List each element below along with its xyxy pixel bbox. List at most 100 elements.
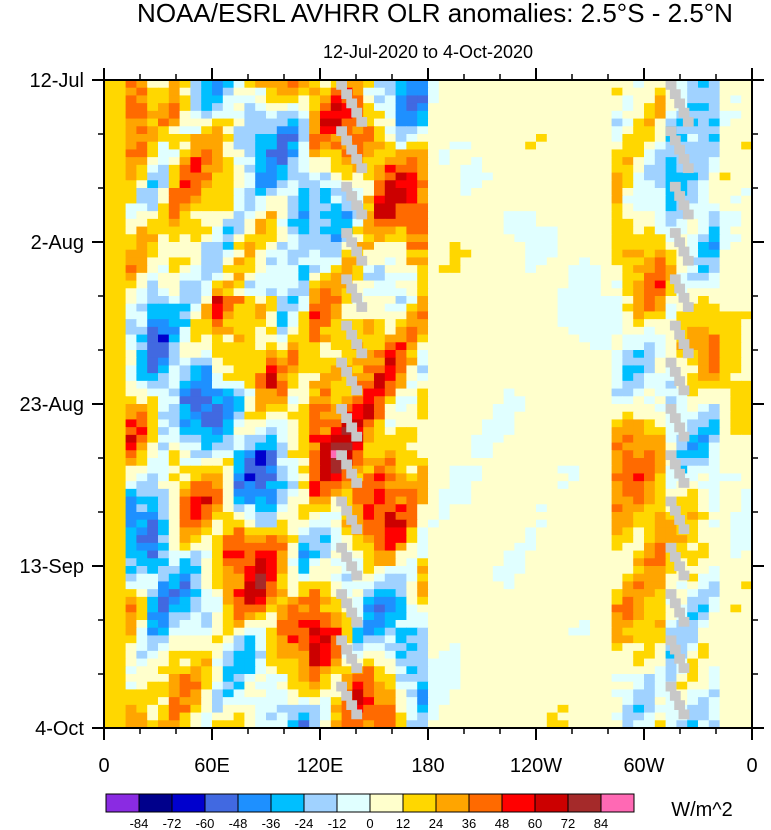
heatmap-cell: [687, 388, 699, 397]
heatmap-cell: [341, 357, 353, 367]
heatmap-cell: [590, 635, 602, 644]
heatmap-cell: [147, 504, 159, 513]
heatmap-cell: [125, 473, 137, 482]
heatmap-cell: [503, 357, 515, 367]
heatmap-cell: [460, 380, 472, 390]
heatmap-cell: [136, 296, 148, 305]
heatmap-cell: [298, 234, 310, 243]
heatmap-cell: [417, 134, 429, 143]
heatmap-cell: [233, 589, 245, 598]
heatmap-cell: [255, 666, 267, 675]
heatmap-cell: [708, 164, 721, 174]
heatmap-cell: [482, 496, 494, 505]
heatmap-cell: [330, 704, 343, 714]
heatmap-cell: [708, 681, 721, 691]
heatmap-cell: [320, 527, 332, 536]
heatmap-cell: [622, 226, 634, 235]
heatmap-cell: [136, 704, 148, 714]
heatmap-cell: [244, 380, 256, 390]
heatmap-cell: [287, 103, 299, 112]
heatmap-cell: [276, 419, 289, 428]
heatmap-cell: [611, 211, 623, 220]
heatmap-cell: [287, 110, 299, 120]
heatmap-cell: [384, 658, 397, 667]
heatmap-cell: [114, 350, 127, 359]
heatmap-cell: [201, 265, 213, 274]
heatmap-cell: [158, 581, 170, 590]
heatmap-cell: [395, 272, 407, 282]
heatmap-cell: [449, 527, 461, 536]
heatmap-cell: [482, 334, 494, 343]
heatmap-cell: [600, 141, 613, 151]
heatmap-cell: [525, 296, 537, 305]
heatmap-cell: [600, 704, 613, 714]
heatmap-cell: [644, 535, 656, 544]
heatmap-cell: [665, 512, 677, 521]
heatmap-cell: [514, 319, 526, 328]
heatmap-cell: [147, 157, 159, 166]
heatmap-cell: [525, 164, 537, 174]
heatmap-cell: [471, 141, 483, 151]
heatmap-cell: [536, 110, 548, 120]
heatmap-cell: [201, 319, 213, 328]
heatmap-cell: [158, 573, 170, 583]
heatmap-cell: [298, 218, 310, 228]
heatmap-cell: [179, 411, 191, 421]
heatmap-cell: [687, 149, 699, 158]
heatmap-cell: [136, 620, 148, 629]
heatmap-cell: [698, 566, 710, 575]
heatmap-cell: [471, 627, 483, 637]
heatmap-cell: [136, 612, 148, 621]
heatmap-cell: [460, 218, 472, 228]
heatmap-cell: [233, 519, 245, 529]
heatmap-cell: [395, 157, 407, 166]
heatmap-cell: [644, 203, 656, 212]
heatmap-cell: [568, 257, 580, 266]
heatmap-cell: [460, 458, 472, 467]
heatmap-cell: [255, 627, 267, 637]
heatmap-cell: [341, 110, 353, 120]
heatmap-cell: [395, 257, 407, 266]
heatmap-cell: [406, 296, 418, 305]
heatmap-cell: [212, 365, 224, 374]
heatmap-cell: [546, 103, 559, 112]
heatmap-cell: [298, 581, 310, 590]
heatmap-cell: [460, 303, 472, 313]
heatmap-cell: [320, 126, 332, 135]
heatmap-cell: [233, 334, 245, 343]
heatmap-cell: [741, 272, 752, 282]
heatmap-cell: [395, 203, 407, 212]
heatmap-cell: [114, 334, 127, 343]
heatmap-cell: [363, 573, 375, 583]
heatmap-cell: [125, 357, 137, 367]
heatmap-cell: [503, 272, 515, 282]
heatmap-cell: [233, 373, 245, 382]
heatmap-cell: [395, 581, 407, 590]
heatmap-cell: [708, 596, 721, 606]
heatmap-cell: [266, 296, 278, 305]
heatmap-cell: [503, 674, 515, 683]
heatmap-cell: [417, 288, 429, 297]
heatmap-cell: [330, 326, 343, 336]
heatmap-cell: [633, 303, 645, 313]
heatmap-cell: [460, 635, 472, 644]
heatmap-cell: [449, 620, 461, 629]
heatmap-cell: [492, 620, 505, 629]
heatmap-cell: [363, 380, 375, 390]
heatmap-cell: [341, 527, 353, 536]
heatmap-cell: [698, 419, 710, 428]
heatmap-cell: [741, 234, 752, 243]
heatmap-cell: [557, 596, 569, 606]
heatmap-cell: [536, 342, 548, 351]
heatmap-cell: [525, 80, 537, 89]
heatmap-cell: [428, 419, 440, 428]
heatmap-cell: [104, 681, 116, 691]
heatmap-cell: [536, 643, 548, 652]
heatmap-cell: [276, 203, 289, 212]
heatmap-cell: [201, 504, 213, 513]
heatmap-cell: [600, 365, 613, 374]
heatmap-cell: [503, 95, 515, 104]
heatmap-cell: [320, 581, 332, 590]
heatmap-cell: [611, 465, 623, 475]
heatmap-cell: [212, 303, 224, 313]
